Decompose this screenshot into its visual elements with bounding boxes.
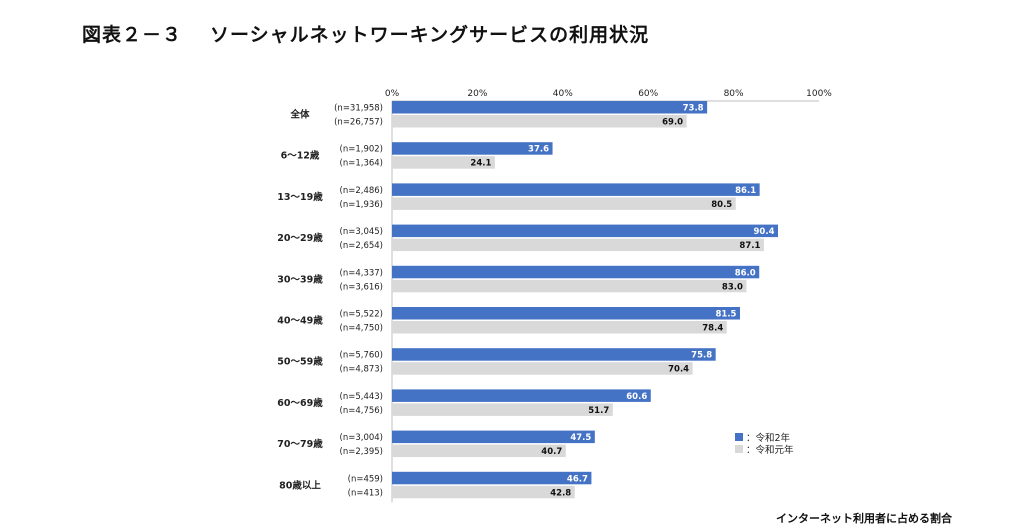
bar-reiwa1: [392, 321, 727, 334]
data-label: 47.5: [570, 433, 591, 443]
data-label: 78.4: [702, 324, 723, 334]
sample-size-label: (n=4,337): [340, 268, 383, 278]
category-label: 80歳以上: [279, 479, 321, 491]
legend-swatch: [735, 445, 743, 453]
bar-reiwa1: [392, 444, 566, 458]
data-label: 73.8: [683, 104, 704, 114]
data-label: 90.4: [754, 227, 775, 237]
bar-reiwa1: [392, 485, 575, 499]
data-label: 83.0: [722, 282, 743, 292]
data-label: 46.7: [567, 474, 588, 484]
bar-reiwa2: [392, 307, 741, 320]
sample-size-label: (n=4,756): [340, 406, 383, 416]
bar-reiwa2: [392, 348, 716, 361]
data-label: 87.1: [739, 241, 760, 251]
category-label: 6～12歳: [281, 150, 320, 162]
data-label: 75.8: [691, 351, 712, 361]
sample-size-label: (n=1,936): [340, 200, 383, 210]
data-label: 42.8: [550, 488, 571, 498]
category-label: 全体: [289, 109, 310, 121]
data-label: 70.4: [668, 365, 689, 375]
sample-size-label: (n=4,873): [340, 365, 383, 375]
data-label: 60.6: [626, 392, 647, 402]
category-label: 70～79歳: [277, 438, 323, 450]
x-tick-label: 40%: [553, 89, 573, 99]
category-label: 50～59歳: [277, 356, 323, 368]
x-tick-label: 60%: [638, 89, 658, 99]
data-label: 51.7: [588, 406, 609, 416]
sample-size-label: (n=3,045): [340, 227, 383, 237]
category-label: 40～49歳: [277, 315, 323, 327]
data-label: 80.5: [711, 200, 732, 210]
bar-reiwa2: [392, 389, 651, 402]
x-tick-label: 0%: [385, 89, 400, 99]
bar-reiwa1: [392, 238, 764, 252]
category-label: 30～39歳: [277, 273, 323, 285]
data-label: 40.7: [541, 447, 562, 457]
sample-size-label: (n=5,760): [340, 351, 383, 361]
sample-size-label: (n=459): [348, 474, 383, 484]
data-label: 69.0: [662, 118, 683, 128]
data-label: 81.5: [716, 310, 737, 320]
bar-reiwa1: [392, 197, 736, 210]
bar-reiwa2: [392, 265, 760, 279]
legend-swatch: [735, 433, 743, 441]
sample-size-label: (n=5,522): [340, 310, 383, 320]
footer-note: インターネット利用者に占める割合: [776, 512, 952, 525]
sample-size-label: (n=26,757): [334, 118, 383, 128]
sample-size-label: (n=2,486): [340, 186, 383, 196]
chart-title: 図表２－３ ソーシャルネットワーキングサービスの利用状況: [82, 20, 649, 47]
sample-size-label: (n=3,616): [340, 282, 383, 292]
legend-label: ：令和2年: [746, 432, 791, 444]
sample-size-label: (n=3,004): [340, 433, 383, 443]
sample-size-label: (n=1,902): [340, 145, 383, 155]
bar-reiwa1: [392, 279, 747, 293]
bar-reiwa1: [392, 403, 613, 416]
data-label: 86.1: [735, 186, 756, 196]
x-tick-label: 80%: [724, 89, 744, 99]
data-label: 37.6: [528, 145, 549, 155]
data-label: 24.1: [470, 159, 491, 169]
bar-reiwa2: [392, 430, 595, 444]
sample-size-label: (n=31,958): [334, 104, 383, 114]
sample-size-label: (n=413): [348, 488, 383, 498]
category-label: 20～29歳: [277, 232, 323, 244]
bar-reiwa1: [392, 362, 693, 375]
bar-reiwa1: [392, 156, 495, 169]
figure-number: 図表２－３: [82, 24, 183, 46]
x-tick-label: 20%: [467, 89, 487, 99]
sample-size-label: (n=1,364): [340, 159, 383, 169]
bar-reiwa2: [392, 183, 760, 196]
category-label: 13～19歳: [277, 191, 323, 203]
bar-reiwa1: [392, 115, 687, 128]
data-label: 86.0: [735, 268, 756, 278]
sample-size-label: (n=2,395): [340, 447, 383, 457]
legend-label: ：令和元年: [746, 444, 794, 456]
figure-title: ソーシャルネットワーキングサービスの利用状況: [210, 24, 650, 46]
category-label: 60～69歳: [277, 397, 323, 409]
sample-size-label: (n=4,750): [340, 324, 383, 334]
bar-reiwa2: [392, 224, 779, 238]
bar-reiwa2: [392, 142, 553, 155]
sample-size-label: (n=5,443): [340, 392, 383, 402]
bar-reiwa2: [392, 471, 592, 485]
sample-size-label: (n=2,654): [340, 241, 383, 251]
x-tick-label: 100%: [806, 89, 832, 99]
bar-reiwa2: [392, 101, 708, 114]
